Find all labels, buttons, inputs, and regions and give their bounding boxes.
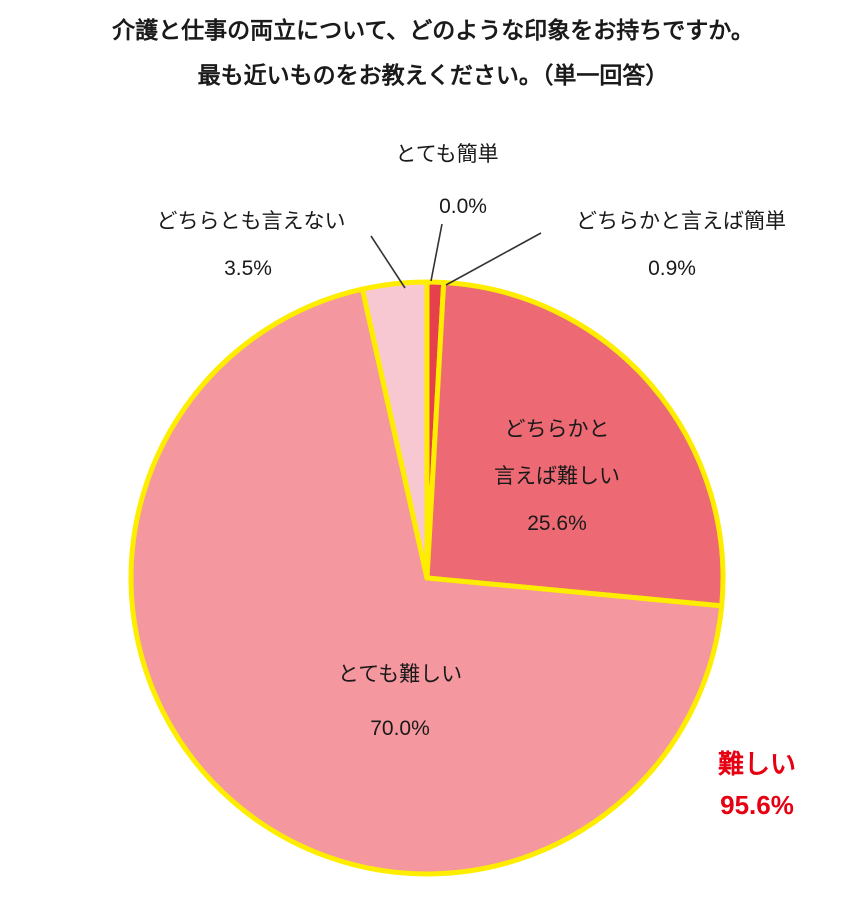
leader-line-very-easy — [430, 223, 443, 282]
pie-slices — [128, 279, 726, 877]
label-somewhat-easy: どちらかと言えば簡単 — [576, 210, 786, 233]
label-somewhat-difficult-line2: 言えば難しい — [494, 465, 620, 488]
label-somewhat-difficult-line1: どちらかと — [504, 418, 610, 441]
leader-line-neither — [370, 235, 406, 289]
pie-slice-3 — [128, 286, 725, 877]
label-very-difficult: とても難しい — [337, 663, 463, 686]
leader-line-somewhat-easy — [445, 232, 542, 286]
difficult-total-label: 難しい — [717, 749, 797, 779]
value-neither: 3.5% — [224, 257, 272, 280]
label-neither: どちらとも言えない — [156, 210, 346, 233]
chart-title-line1: 介護と仕事の両立について、どのような印象をお持ちですか。 — [112, 17, 754, 43]
value-somewhat-difficult: 25.6% — [527, 512, 587, 535]
difficult-total-annotation: 難しい 95.6% — [718, 744, 796, 826]
pie-slice-2 — [424, 280, 726, 609]
chart-title-line2: 最も近いものをお教えください。（単一回答） — [197, 62, 669, 88]
leader-lines — [370, 223, 542, 289]
label-somewhat-difficult: どちらかと 言えば難しい 25.6% — [494, 406, 620, 547]
label-very-easy: とても簡単 — [395, 143, 499, 166]
value-very-difficult: 70.0% — [370, 717, 430, 740]
pie-slice-4 — [359, 279, 430, 581]
value-very-easy: 0.0% — [439, 195, 487, 218]
value-somewhat-easy: 0.9% — [648, 257, 696, 280]
difficult-total-value: 95.6% — [720, 790, 794, 820]
chart-title: 介護と仕事の両立について、どのような印象をお持ちですか。 最も近いものをお教えく… — [0, 8, 866, 98]
